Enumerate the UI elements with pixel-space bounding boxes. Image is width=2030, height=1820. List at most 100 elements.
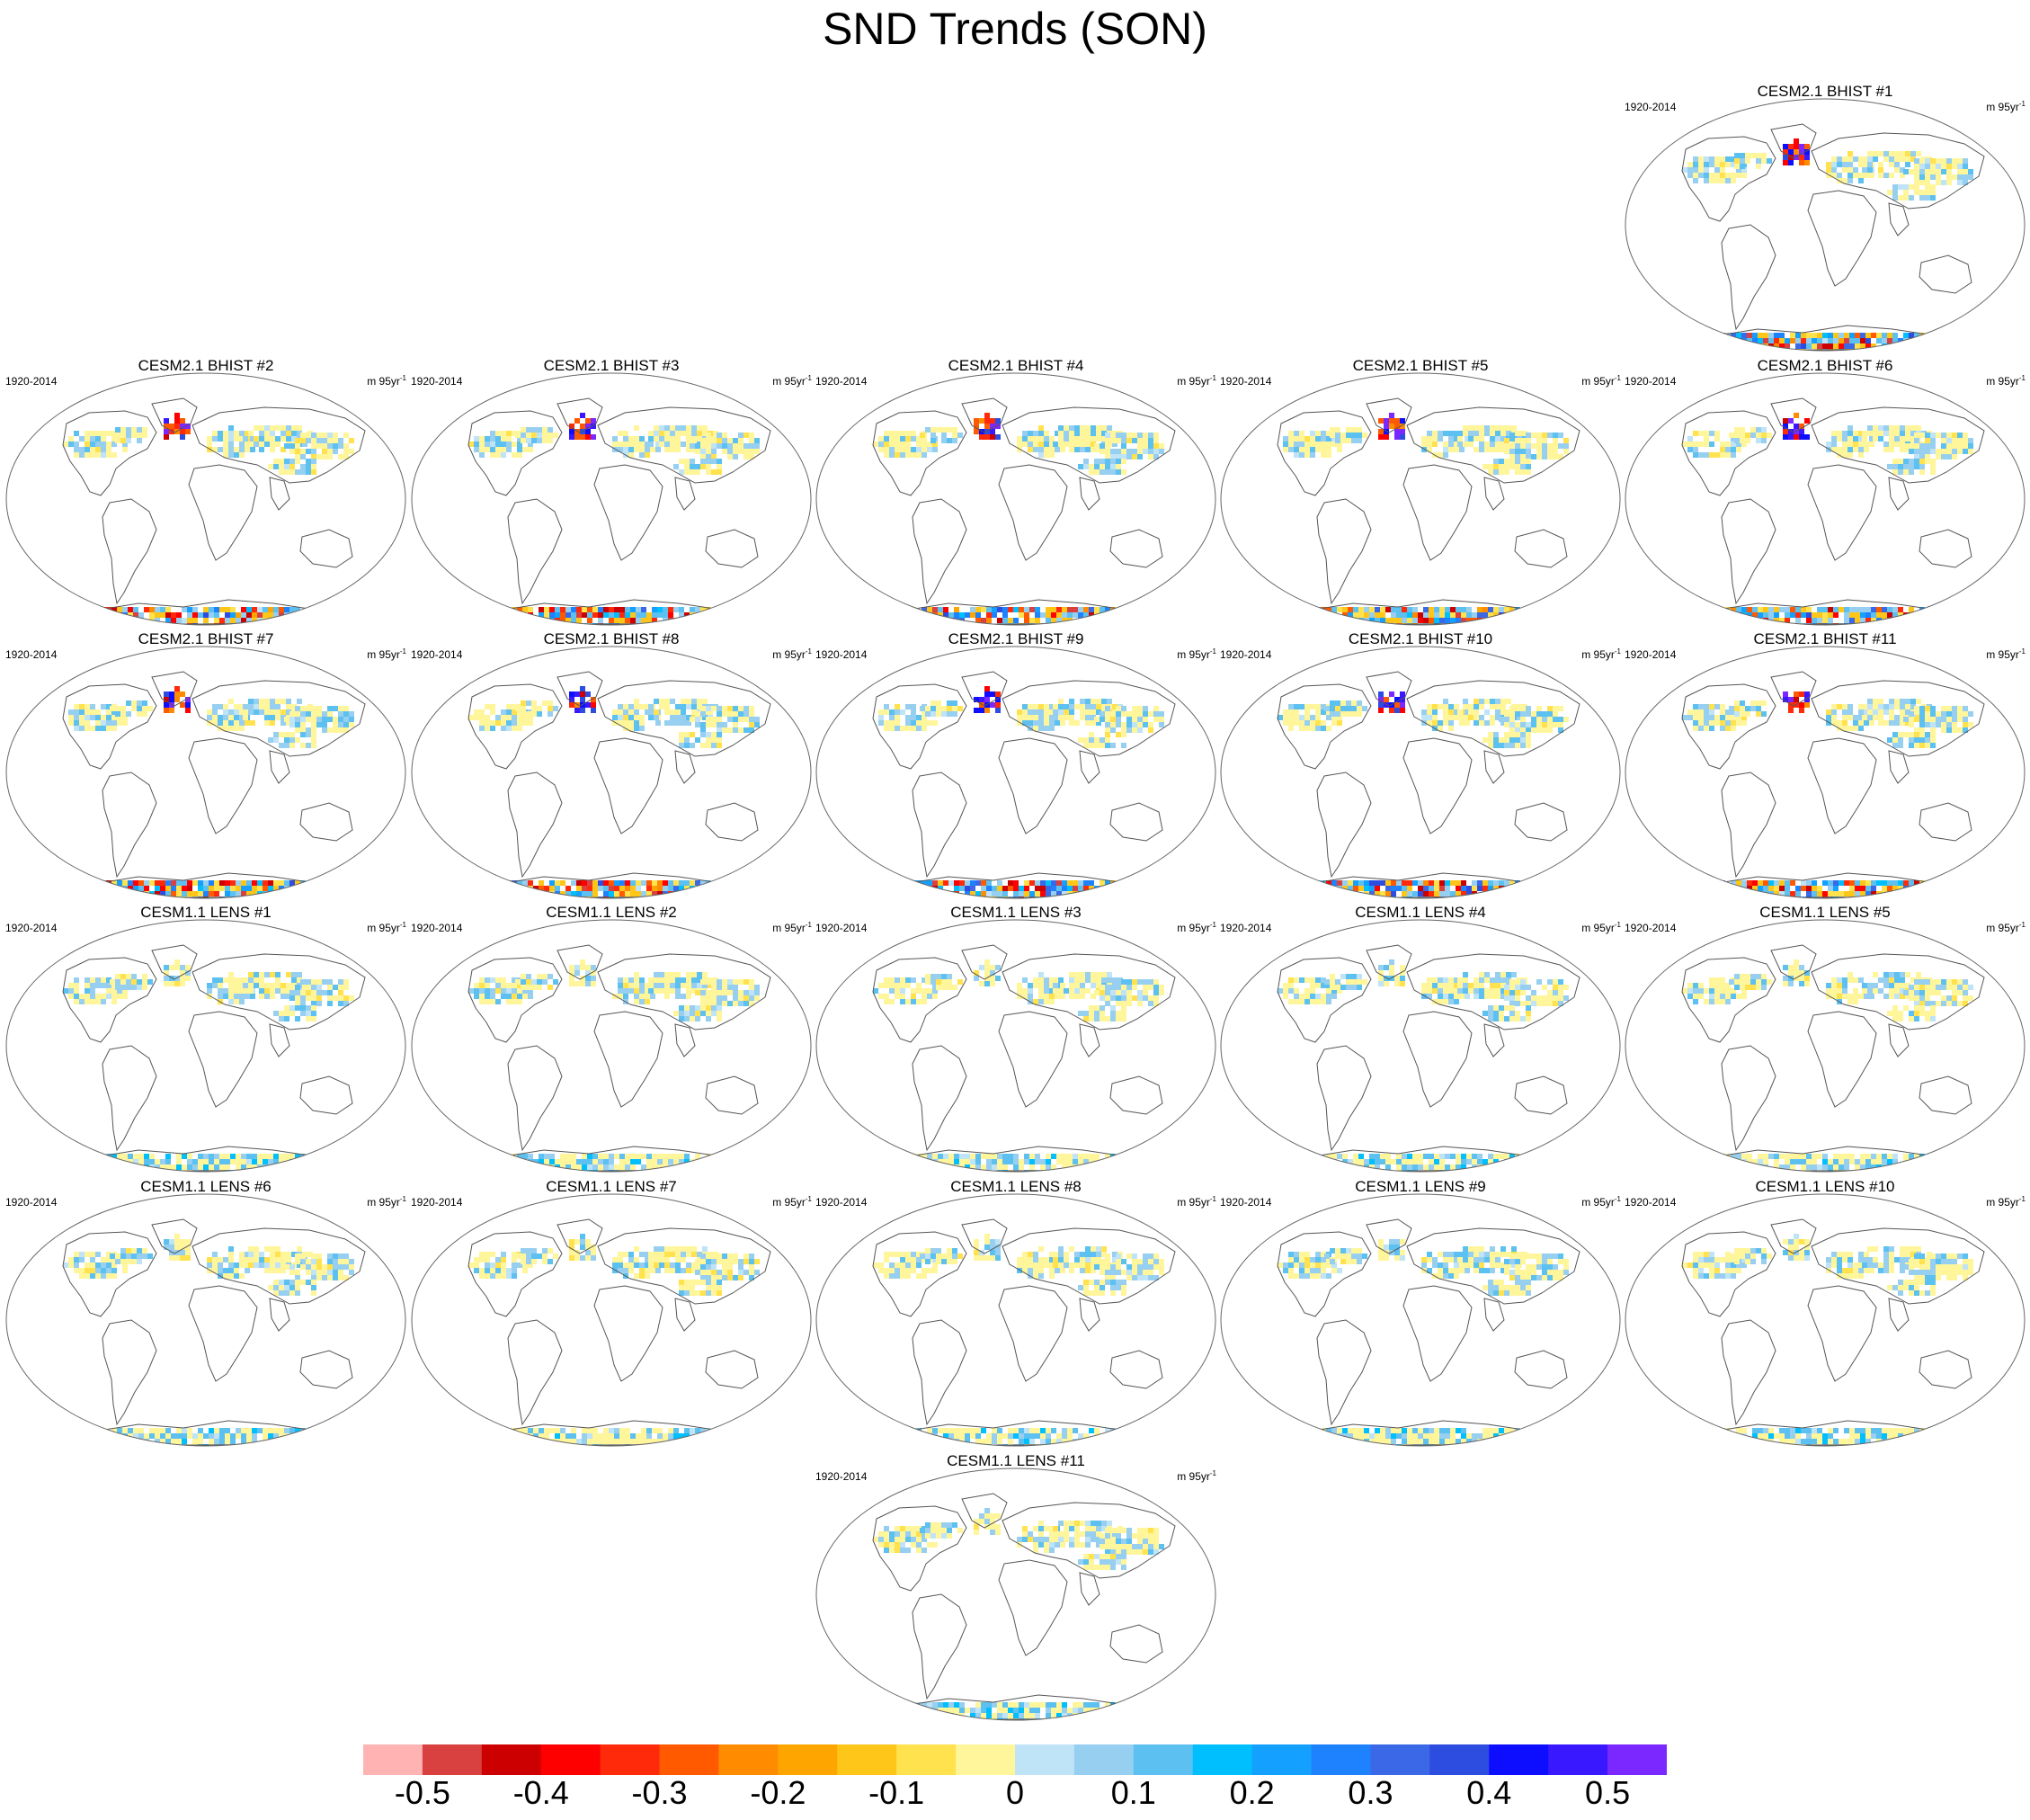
- world-map: [409, 914, 814, 1175]
- colorbar-swatch: [1607, 1744, 1667, 1775]
- colorbar-tick-label: 0: [961, 1775, 1069, 1811]
- world-map: [814, 368, 1218, 629]
- colorbar-swatch: [956, 1744, 1015, 1775]
- colorbar-tick-label: -0.1: [842, 1775, 950, 1811]
- colorbar-tick-label: -0.3: [606, 1775, 714, 1811]
- colorbar-swatch: [718, 1744, 778, 1775]
- colorbar-tick-label: 0.4: [1435, 1775, 1543, 1811]
- map-border: [1625, 1194, 2025, 1446]
- map-border: [816, 920, 1215, 1172]
- map-border: [1221, 920, 1620, 1172]
- world-map: [1623, 368, 2027, 629]
- world-map: [814, 641, 1218, 902]
- colorbar-swatch: [423, 1744, 482, 1775]
- colorbar-swatch: [896, 1744, 956, 1775]
- map-border: [412, 1194, 811, 1446]
- world-map: [1218, 914, 1623, 1175]
- world-map: [1623, 1189, 2027, 1450]
- colorbar-swatch: [541, 1744, 601, 1775]
- world-map: [1623, 914, 2027, 1175]
- colorbar-swatch: [778, 1744, 837, 1775]
- map-border: [412, 373, 811, 625]
- world-map: [409, 1189, 814, 1450]
- map-border: [1221, 373, 1620, 625]
- colorbar-swatch: [363, 1744, 423, 1775]
- world-map: [4, 1189, 408, 1450]
- world-map: [1218, 1189, 1623, 1450]
- colorbar-tick-label: 0.2: [1198, 1775, 1306, 1811]
- colorbar-tick-label: 0.3: [1316, 1775, 1424, 1811]
- map-border: [412, 920, 811, 1172]
- world-map: [4, 914, 408, 1175]
- world-map: [814, 1463, 1218, 1724]
- map-border: [6, 647, 405, 898]
- world-map: [1218, 641, 1623, 902]
- world-map: [4, 641, 408, 902]
- world-map: [1623, 94, 2027, 354]
- colorbar-swatch: [1134, 1744, 1193, 1775]
- map-border: [1625, 920, 2025, 1172]
- colorbar: [363, 1744, 1667, 1775]
- colorbar-swatch: [1489, 1744, 1548, 1775]
- map-border: [1221, 647, 1620, 898]
- colorbar-labels: -0.5 -0.4 -0.3 -0.2 -0.1 0 0.1 0.2 0.3 0.4 0.5: [0, 1775, 2030, 1820]
- colorbar-tick-label: -0.2: [724, 1775, 832, 1811]
- world-map: [814, 914, 1218, 1175]
- colorbar-swatch: [1429, 1744, 1489, 1775]
- world-map: [1623, 641, 2027, 902]
- colorbar-swatch: [1370, 1744, 1429, 1775]
- map-border: [6, 1194, 405, 1446]
- colorbar-swatch: [482, 1744, 541, 1775]
- map-border: [1221, 1194, 1620, 1446]
- world-map: [409, 368, 814, 629]
- world-map: [4, 368, 408, 629]
- colorbar-tick-label: -0.4: [487, 1775, 595, 1811]
- colorbar-tick-label: 0.5: [1554, 1775, 1661, 1811]
- map-border: [6, 920, 405, 1172]
- colorbar-swatch: [1312, 1744, 1371, 1775]
- map-border: [816, 373, 1215, 625]
- world-map: [1218, 368, 1623, 629]
- colorbar-swatch: [601, 1744, 660, 1775]
- map-border: [1625, 99, 2025, 351]
- colorbar-tick-label: -0.5: [369, 1775, 476, 1811]
- map-border: [412, 647, 811, 898]
- colorbar-swatch: [1193, 1744, 1252, 1775]
- map-border: [1625, 647, 2025, 898]
- map-border: [816, 647, 1215, 898]
- colorbar-swatch: [1015, 1744, 1074, 1775]
- figure-title: SND Trends (SON): [0, 2, 2030, 56]
- world-map: [409, 641, 814, 902]
- colorbar-tick-label: 0.1: [1080, 1775, 1188, 1811]
- colorbar-swatch: [660, 1744, 719, 1775]
- colorbar-swatch: [1548, 1744, 1607, 1775]
- colorbar-swatch: [1252, 1744, 1312, 1775]
- map-border: [816, 1468, 1215, 1720]
- world-map: [814, 1189, 1218, 1450]
- colorbar-swatch: [1074, 1744, 1134, 1775]
- map-border: [1625, 373, 2025, 625]
- map-border: [6, 373, 405, 625]
